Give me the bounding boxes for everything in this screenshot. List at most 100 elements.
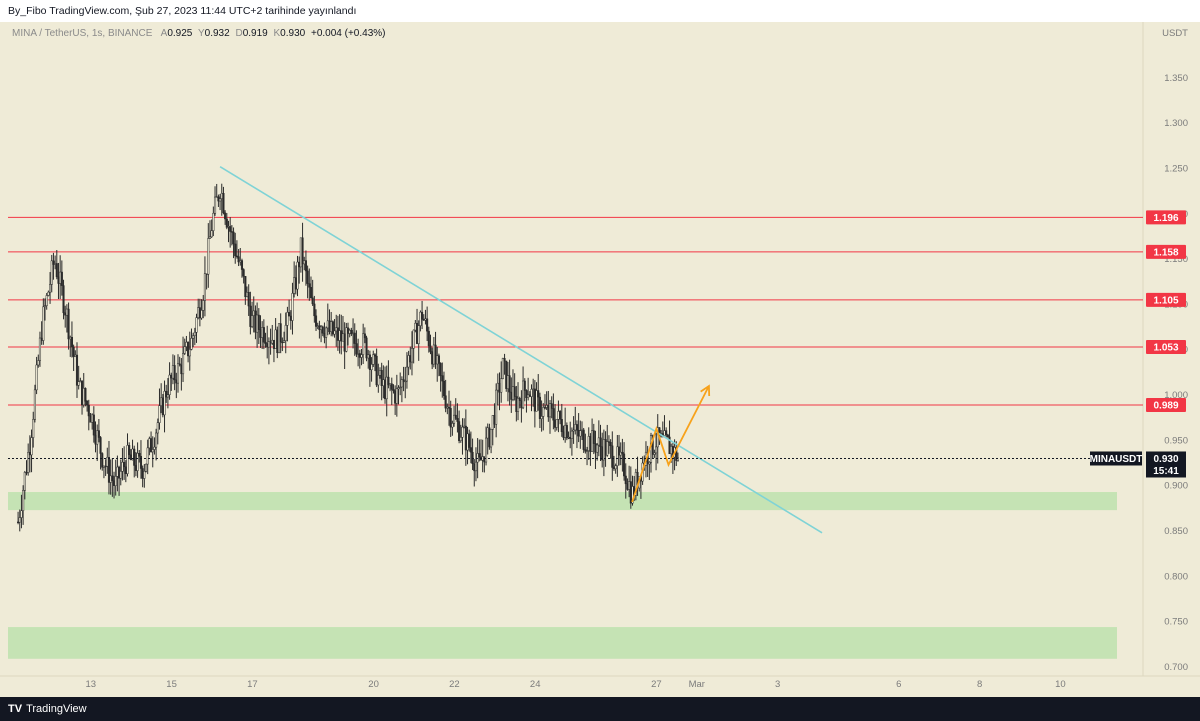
candle-body: [490, 429, 493, 448]
candle-body: [617, 446, 621, 456]
candle-body: [628, 481, 631, 490]
candle-body: [30, 437, 33, 456]
candle-body: [584, 449, 587, 452]
footer-brand[interactable]: TradingView: [26, 703, 87, 715]
candle-body: [18, 517, 21, 523]
candle-body: [390, 383, 393, 390]
price-chart[interactable]: USDT1.3501.3001.2501.2001.1501.1001.0501…: [0, 22, 1200, 697]
candle-body: [107, 457, 111, 483]
candle-body: [219, 198, 222, 202]
candle-body: [249, 305, 252, 327]
candle-body: [550, 403, 553, 409]
candle-body: [313, 303, 316, 317]
candle-body: [441, 375, 444, 382]
candle-body: [676, 457, 679, 461]
candle-body: [203, 273, 206, 301]
candle-body: [335, 327, 338, 332]
candle-body: [626, 483, 629, 490]
candle-body: [663, 430, 666, 436]
candle-body: [185, 341, 188, 347]
candle-body: [429, 345, 432, 352]
candle-body: [277, 323, 281, 354]
candle-body: [229, 226, 232, 232]
candle-body: [543, 407, 547, 409]
candle-body: [447, 406, 451, 409]
chart-area[interactable]: USDT1.3501.3001.2501.2001.1501.1001.0501…: [0, 22, 1200, 697]
candle-body: [32, 419, 35, 438]
candle-body: [599, 437, 602, 447]
candle-body: [426, 318, 429, 332]
candle-body: [375, 355, 378, 386]
legend-high-label: Y: [197, 28, 205, 39]
candle-body: [409, 355, 412, 363]
candle-body: [382, 379, 385, 386]
candle-body: [397, 387, 400, 390]
candle-body: [208, 236, 212, 239]
candle-body: [65, 308, 68, 316]
legend-symbol[interactable]: MINA / TetherUS, 1s, BINANCE: [12, 28, 153, 39]
tradingview-logo-icon[interactable]: TV: [8, 703, 23, 715]
candle-body: [367, 354, 370, 359]
candle-body: [446, 406, 449, 409]
time-tick-label: 8: [977, 679, 982, 690]
candle-body: [50, 260, 53, 285]
candle-body: [522, 380, 525, 409]
descending-trendline[interactable]: [219, 165, 823, 534]
candle-body: [166, 394, 169, 398]
candle-body: [126, 445, 129, 474]
candle-body: [333, 330, 336, 335]
candle-body: [75, 354, 79, 386]
candle-body: [380, 370, 383, 386]
candle-body: [574, 424, 577, 431]
candle-body: [325, 327, 328, 338]
candle-body: [94, 434, 97, 445]
candle-body: [547, 405, 550, 418]
candle-body: [653, 452, 656, 455]
candle-body: [463, 425, 466, 428]
candle-body: [405, 366, 408, 382]
resistance-label-box: [1146, 210, 1186, 225]
candle-body: [394, 390, 397, 404]
candle-body: [665, 430, 668, 436]
candle-body: [362, 333, 365, 355]
candle-body: [25, 472, 28, 474]
footer-bar: TV TradingView: [0, 697, 1200, 721]
candle-body: [496, 382, 499, 391]
price-tick-label: 1.000: [1164, 390, 1188, 401]
time-tick-label: 20: [368, 679, 379, 690]
candle-body: [498, 382, 501, 393]
candle-body: [336, 327, 339, 341]
candle-body: [562, 431, 565, 438]
candle-body: [116, 466, 119, 477]
candle-body: [64, 312, 67, 316]
candle-body: [624, 475, 627, 485]
candle-body: [596, 444, 599, 453]
candle-body: [616, 446, 619, 466]
candle-body: [165, 390, 168, 398]
candle-body: [42, 306, 45, 341]
candle-body: [619, 451, 622, 456]
candle-body: [410, 348, 414, 363]
candle-body: [464, 425, 467, 451]
candle-body: [483, 456, 486, 463]
candle-body: [340, 330, 343, 342]
candle-body: [119, 471, 122, 479]
projection-path[interactable]: [631, 385, 710, 503]
candle-body: [282, 340, 286, 343]
candle-body: [580, 429, 584, 432]
candle-body: [200, 310, 203, 319]
candle-body: [121, 461, 124, 472]
symbol-legend: MINA / TetherUS, 1s, BINANCE A0.925 Y0.9…: [12, 28, 388, 39]
projection-arrowhead: [700, 384, 711, 397]
candle-body: [437, 355, 440, 364]
candle-body: [294, 277, 297, 290]
candle-body: [675, 447, 678, 461]
candle-body: [668, 436, 671, 455]
candle-body: [478, 453, 481, 458]
candle-body: [488, 427, 491, 448]
candle-body: [161, 397, 164, 416]
candle-body: [535, 390, 538, 412]
candle-body: [466, 433, 469, 451]
legend-open: 0.925: [167, 28, 193, 39]
candle-body: [237, 256, 240, 263]
